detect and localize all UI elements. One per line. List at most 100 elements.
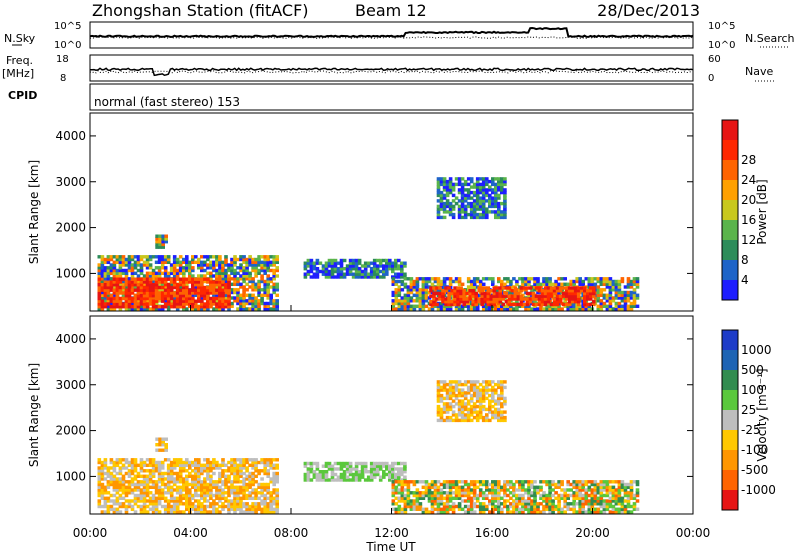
heatmap-cell: [197, 507, 201, 511]
heatmap-cell: [245, 288, 249, 292]
heatmap-cell: [121, 277, 126, 281]
heatmap-cell: [109, 477, 114, 481]
heatmap-cell: [242, 255, 246, 259]
heatmap-cell: [497, 480, 501, 484]
heatmap-cell: [121, 268, 126, 273]
heatmap-cell: [215, 274, 219, 278]
heatmap-cell: [572, 510, 576, 514]
heatmap-cell: [248, 482, 252, 487]
heatmap-cell: [445, 499, 450, 503]
heatmap-cell: [166, 491, 171, 495]
heatmap-cell: [227, 491, 231, 495]
heatmap-cell: [151, 271, 156, 275]
heatmap-cell: [527, 504, 531, 509]
heatmap-cell: [121, 279, 126, 284]
heatmap-cell: [397, 504, 402, 509]
heatmap-cell: [466, 482, 471, 487]
heatmap-cell: [263, 507, 267, 511]
heatmap-cell: [433, 499, 438, 503]
heatmap-cell: [142, 296, 147, 301]
heatmap-cell: [388, 470, 392, 474]
heatmap-cell: [303, 264, 308, 268]
heatmap-cell: [539, 488, 543, 492]
heatmap-cell: [315, 258, 320, 263]
heatmap-cell: [227, 305, 231, 309]
colorbar-tick-label: 16: [741, 213, 756, 227]
heatmap-cell: [109, 504, 114, 509]
heatmap-cell: [139, 460, 144, 465]
heatmap-cell: [500, 410, 504, 414]
heatmap-cell: [239, 255, 243, 259]
heatmap-cell: [436, 190, 441, 195]
heatmap-cell: [475, 179, 480, 184]
heatmap-cell: [491, 482, 495, 487]
heatmap-cell: [478, 282, 483, 286]
heatmap-cell: [155, 234, 159, 238]
heatmap-cell: [224, 263, 228, 267]
heatmap-cell: [185, 277, 189, 281]
heatmap-cell: [200, 510, 204, 514]
heatmap-cell: [506, 277, 510, 281]
heatmap-cell: [542, 496, 546, 500]
heatmap-cell: [400, 485, 405, 489]
heatmap-cell: [483, 294, 488, 298]
heatmap-cell: [251, 282, 255, 286]
heatmap-cell: [439, 496, 444, 500]
heatmap-cell: [599, 307, 604, 311]
heatmap-cell: [445, 190, 450, 195]
heatmap-cell: [164, 445, 168, 450]
heatmap-cell: [436, 188, 441, 192]
heatmap-cell: [260, 460, 264, 465]
heatmap-cell: [545, 504, 549, 509]
heatmap-cell: [130, 491, 135, 495]
heatmap-cell: [327, 258, 332, 263]
heatmap-cell: [182, 502, 186, 506]
heatmap-cell: [442, 182, 447, 187]
heatmap-cell: [537, 297, 542, 301]
heatmap-cell: [245, 266, 249, 270]
heatmap-cell: [545, 482, 549, 487]
heatmap-cell: [433, 482, 438, 487]
heatmap-cell: [239, 460, 243, 465]
heatmap-cell: [166, 499, 171, 503]
heatmap-cell: [557, 282, 561, 286]
x-tick-label: 00:00: [676, 526, 711, 540]
heatmap-cell: [378, 269, 383, 274]
heatmap-cell: [439, 488, 444, 492]
heatmap-cell: [626, 277, 631, 281]
heatmap-cell: [620, 510, 625, 514]
heatmap-cell: [194, 291, 198, 295]
heatmap-cell: [251, 285, 255, 289]
heatmap-cell: [457, 407, 462, 412]
heatmap-cell: [439, 282, 444, 286]
heatmap-cell: [121, 296, 126, 301]
heatmap-cell: [318, 470, 323, 474]
heatmap-cell: [194, 471, 198, 476]
heatmap-cell: [178, 294, 183, 298]
heatmap-cell: [375, 272, 380, 276]
heatmap-cell: [212, 266, 216, 270]
heatmap-cell: [435, 297, 439, 301]
heatmap-cell: [375, 267, 380, 271]
heatmap-cell: [548, 502, 552, 506]
heatmap-cell: [251, 477, 255, 481]
heatmap-cell: [266, 263, 270, 267]
heatmap-cell: [515, 502, 519, 506]
heatmap-cell: [203, 488, 207, 492]
heatmap-cell: [548, 307, 552, 311]
heatmap-cell: [436, 396, 441, 401]
heatmap-cell: [382, 475, 386, 479]
heatmap-cell: [497, 201, 501, 206]
heatmap-cell: [509, 510, 513, 514]
heatmap-cell: [378, 478, 383, 482]
heatmap-cell: [221, 474, 225, 478]
heatmap-cell: [148, 458, 153, 462]
heatmap-cell: [303, 478, 308, 482]
heatmap-cell: [221, 302, 225, 306]
heatmap-cell: [97, 291, 102, 295]
heatmap-cell: [130, 285, 135, 289]
heatmap-cell: [263, 279, 267, 284]
heatmap-cell: [163, 277, 168, 281]
heatmap-cell: [248, 263, 252, 267]
heatmap-cell: [257, 260, 261, 264]
